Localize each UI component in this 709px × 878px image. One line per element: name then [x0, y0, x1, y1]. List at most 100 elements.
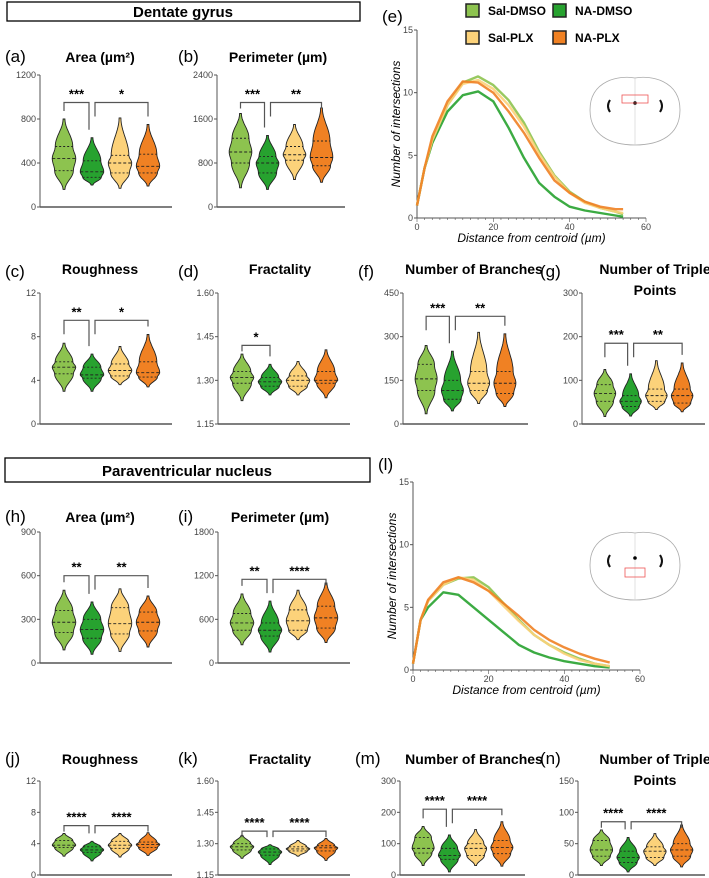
chart-title: Number of Branches	[405, 261, 543, 277]
significance-stars: *	[119, 87, 125, 102]
significance-stars: *	[253, 329, 259, 344]
significance-bracket	[94, 319, 149, 335]
violin-na-dmso	[257, 600, 283, 653]
significance-stars: ***	[245, 87, 261, 102]
y-tick-label: 0	[391, 870, 396, 878]
y-tick-label: 1.60	[196, 288, 214, 298]
ventricle	[607, 99, 663, 113]
significance-stars: **	[71, 560, 82, 575]
legend-swatch-3	[552, 30, 567, 45]
significance-stars: ****	[467, 793, 488, 808]
y-tick-label: 400	[21, 158, 36, 168]
y-tick-label: 5	[408, 150, 413, 160]
violin-sal-plx	[643, 833, 667, 867]
y-tick-label: 100	[563, 375, 578, 385]
significance-stars: **	[71, 304, 82, 319]
chart-title: Area (µm²)	[65, 49, 135, 65]
panel-d: (d) Fractality 1.15 1.30 1.45 1.60 *	[178, 261, 350, 429]
y-tick-label: 1.60	[196, 776, 214, 786]
violin-sal-plx	[285, 589, 311, 641]
violin-sal-dmso	[229, 593, 255, 646]
panel-e: (e) 0 5 10 15 0 20 40 60 Distance from centroid (…	[382, 7, 681, 245]
chart-title: Fractality	[249, 261, 311, 277]
violin-sal-plx	[285, 360, 311, 396]
header-dentate-text: Dentate gyrus	[133, 4, 233, 21]
violin-na-plx	[313, 582, 339, 644]
violin-sal-plx	[107, 346, 133, 386]
chart-title: Number of Branches	[405, 751, 543, 767]
violin-na-dmso	[79, 840, 105, 862]
panel-label: (f)	[358, 262, 374, 281]
y-tick-label: 4	[31, 839, 36, 849]
violin-sal-dmso	[51, 589, 77, 651]
chart-title: Roughness	[62, 751, 138, 767]
y-tick-label: 800	[21, 114, 36, 124]
significance-bracket	[63, 319, 90, 347]
legend-label-2: Sal-PLX	[488, 31, 533, 45]
significance-bracket	[63, 101, 90, 130]
significance-bracket	[241, 578, 268, 594]
y-tick-label: 0	[209, 658, 214, 668]
y-tick-label: 4	[31, 375, 36, 385]
brain-atlas-inset	[589, 531, 681, 601]
y-tick-label: 600	[21, 571, 36, 581]
chart-title: Number of Triple	[599, 751, 709, 767]
y-tick-label: 1600	[193, 114, 213, 124]
y-axis-label: Number of intersections	[385, 513, 399, 640]
y-tick-label: 15	[399, 477, 409, 487]
y-tick-label: 300	[384, 332, 399, 342]
violin-na-plx	[490, 821, 514, 867]
header-pvn-text: Paraventricular nucleus	[102, 463, 272, 480]
y-tick-label: 0	[31, 202, 36, 212]
violin-sal-plx	[464, 829, 488, 867]
series-line-na-dmso	[411, 591, 610, 669]
significance-bracket	[272, 578, 327, 594]
significance-stars: *	[119, 304, 125, 319]
y-tick-label: 1200	[16, 70, 36, 80]
significance-stars: ****	[244, 815, 265, 830]
y-tick-label: 1.15	[196, 419, 214, 429]
y-tick-label: 1.30	[196, 839, 214, 849]
violin-na-plx	[135, 595, 161, 648]
violin-na-dmso	[79, 353, 105, 392]
y-axis-label: Number of intersections	[389, 61, 403, 188]
y-tick-label: 0	[31, 419, 36, 429]
y-tick-label: 1800	[194, 527, 214, 537]
violin-sal-dmso	[589, 829, 614, 867]
chart-title-line2: Points	[634, 282, 677, 298]
significance-bracket	[269, 101, 323, 117]
y-tick-label: 900	[21, 527, 36, 537]
chart-title: Roughness	[62, 261, 138, 277]
y-tick-label: 1.30	[196, 375, 214, 385]
panel-label: (j)	[5, 749, 20, 768]
panel-label: (e)	[382, 7, 403, 26]
panel-j: (j) Roughness 0 4 8 12 **** ****	[5, 749, 172, 878]
violin-na-dmso	[440, 350, 464, 412]
y-tick-label: 1.45	[196, 807, 214, 817]
y-tick-label: 150	[384, 375, 399, 385]
y-tick-label: 0	[208, 202, 213, 212]
y-tick-label: 10	[403, 88, 413, 98]
significance-stars: ****	[111, 810, 132, 825]
violin-na-plx	[135, 334, 161, 388]
y-tick-label: 1.15	[196, 870, 214, 878]
significance-bracket	[239, 101, 266, 128]
x-axis-label: Distance from centroid (µm)	[457, 231, 605, 245]
violin-na-dmso	[79, 601, 105, 655]
violin-na-plx	[309, 107, 334, 183]
significance-bracket	[272, 830, 327, 838]
violin-na-dmso	[255, 135, 280, 190]
significance-bracket	[94, 575, 149, 590]
significance-stars: **	[116, 560, 127, 575]
y-tick-label: 100	[559, 807, 574, 817]
violin-na-plx	[493, 333, 517, 407]
y-tick-label: 12	[26, 776, 36, 786]
header-paraventricular: Paraventricular nucleus	[4, 457, 371, 483]
significance-bracket	[241, 344, 271, 357]
significance-bracket	[94, 101, 149, 117]
significance-bracket	[422, 808, 447, 827]
panel-label: (l)	[378, 455, 393, 474]
